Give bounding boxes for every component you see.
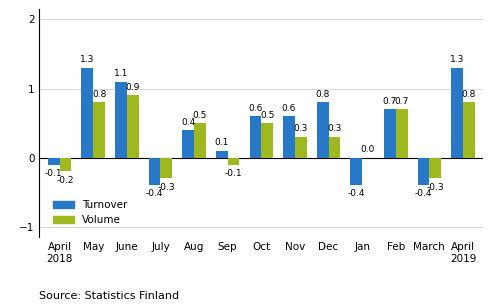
Text: 0.6: 0.6: [248, 104, 263, 113]
Text: -0.1: -0.1: [225, 169, 243, 178]
Bar: [463, 102, 475, 158]
Bar: [93, 102, 105, 158]
Bar: [249, 116, 261, 158]
Text: 0.4: 0.4: [181, 118, 195, 126]
Text: 0.7: 0.7: [383, 97, 397, 106]
Bar: [182, 130, 194, 158]
Bar: [127, 95, 139, 158]
Bar: [60, 158, 71, 171]
Bar: [295, 137, 307, 158]
Bar: [216, 151, 228, 158]
Bar: [160, 158, 172, 178]
Bar: [429, 158, 441, 178]
Text: -0.1: -0.1: [45, 169, 63, 178]
Text: -0.4: -0.4: [146, 189, 163, 199]
Legend: Turnover, Volume: Turnover, Volume: [49, 196, 132, 230]
Text: -0.4: -0.4: [348, 189, 365, 199]
Text: 1.1: 1.1: [114, 69, 128, 78]
Text: 0.8: 0.8: [92, 90, 106, 99]
Text: Source: Statistics Finland: Source: Statistics Finland: [39, 291, 179, 301]
Text: 0.7: 0.7: [394, 97, 409, 106]
Bar: [115, 82, 127, 158]
Text: 0.6: 0.6: [282, 104, 296, 113]
Text: 1.3: 1.3: [450, 55, 464, 64]
Bar: [149, 158, 160, 185]
Bar: [418, 158, 429, 185]
Bar: [283, 116, 295, 158]
Bar: [317, 102, 328, 158]
Bar: [328, 137, 340, 158]
Text: 0.3: 0.3: [327, 124, 342, 133]
Bar: [384, 109, 396, 158]
Text: 0.9: 0.9: [126, 83, 140, 92]
Text: 0.8: 0.8: [461, 90, 476, 99]
Bar: [81, 68, 93, 158]
Bar: [451, 68, 463, 158]
Text: -0.2: -0.2: [57, 176, 74, 185]
Bar: [48, 158, 60, 164]
Bar: [228, 158, 240, 164]
Text: 0.3: 0.3: [294, 124, 308, 133]
Text: 0.1: 0.1: [214, 138, 229, 147]
Text: 1.3: 1.3: [80, 55, 95, 64]
Text: 0.5: 0.5: [193, 111, 207, 120]
Text: 0.5: 0.5: [260, 111, 275, 120]
Bar: [351, 158, 362, 185]
Text: -0.3: -0.3: [158, 182, 175, 192]
Text: -0.4: -0.4: [415, 189, 432, 199]
Text: -0.3: -0.3: [426, 182, 444, 192]
Text: 0.0: 0.0: [361, 145, 375, 154]
Bar: [396, 109, 408, 158]
Bar: [261, 123, 273, 158]
Bar: [194, 123, 206, 158]
Text: 0.8: 0.8: [316, 90, 330, 99]
